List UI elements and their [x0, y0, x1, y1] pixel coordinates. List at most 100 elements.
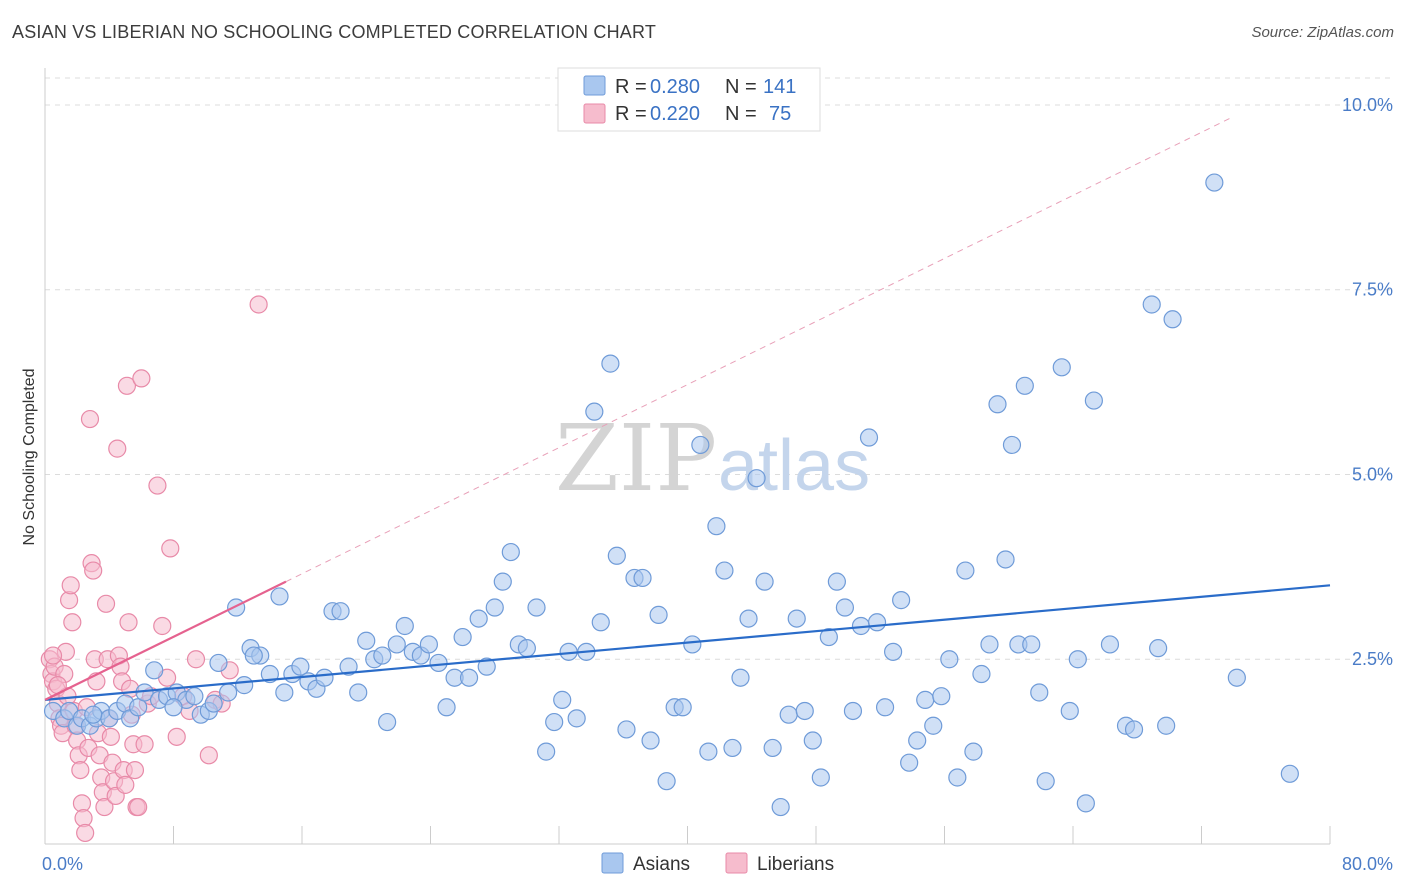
asian-point — [537, 742, 556, 761]
asian-point — [1227, 668, 1246, 687]
asian-point — [875, 698, 895, 717]
asian-point — [867, 613, 887, 632]
y-tick-label: 2.5% — [1352, 649, 1393, 669]
asian-point — [1015, 376, 1034, 395]
legend-asians-n-label: N = — [725, 76, 757, 98]
asian-point — [980, 635, 999, 654]
asian-point — [964, 742, 983, 761]
asian-point — [607, 546, 626, 565]
diagonal-reference-line — [285, 116, 1234, 583]
watermark-zip: ZIP — [555, 405, 717, 512]
liberian-trend-line — [44, 580, 287, 701]
asian-point — [1205, 173, 1224, 192]
asian-point — [1076, 794, 1095, 813]
asian-point — [617, 720, 636, 739]
asian-point — [657, 772, 676, 791]
x-tick-label-max: 80.0% — [1342, 854, 1393, 874]
asian-point — [331, 602, 350, 621]
asian-point — [972, 664, 991, 684]
asian-point — [373, 646, 392, 665]
asian-point — [260, 664, 279, 684]
asian-point — [1142, 295, 1161, 314]
asian-point — [591, 613, 610, 632]
asian-point — [763, 738, 782, 758]
asian-point — [315, 668, 334, 687]
asian-point — [459, 668, 479, 687]
liberian-point — [132, 369, 151, 388]
series-liberians — [40, 295, 268, 843]
liberian-point — [129, 797, 148, 817]
bottom-legend-swatch-liberians — [725, 852, 748, 874]
legend-swatch-liberians — [583, 103, 606, 124]
asian-point — [731, 668, 750, 687]
asian-point — [699, 742, 718, 761]
asian-point — [585, 402, 604, 421]
asian-point — [517, 639, 536, 658]
asian-point — [1052, 358, 1071, 377]
liberian-point — [116, 775, 135, 794]
asian-point — [553, 690, 572, 709]
liberian-point — [63, 613, 82, 632]
trend-lines — [44, 580, 1331, 701]
asian-point — [1124, 720, 1144, 739]
legend-liberians-n-value: 75 — [769, 103, 791, 125]
liberian-point — [61, 576, 80, 595]
y-tick-labels: 2.5% 5.0% 7.5% 10.0% — [1342, 95, 1393, 669]
liberian-point — [153, 616, 172, 636]
asian-point — [270, 587, 289, 606]
y-axis-label: No Schooling Completed — [21, 369, 38, 546]
asian-point — [601, 354, 620, 373]
bottom-legend-liberians: Liberians — [757, 854, 834, 875]
liberian-point — [119, 613, 138, 632]
asian-point — [527, 598, 546, 617]
asian-point — [429, 653, 448, 673]
legend-liberians-n-label: N = — [725, 103, 757, 125]
asian-point — [1084, 391, 1103, 410]
asian-point — [1280, 764, 1299, 783]
asian-point — [145, 661, 164, 680]
x-tick-label-min: 0.0% — [42, 854, 83, 874]
liberian-point — [101, 727, 120, 746]
asian-point — [378, 712, 397, 732]
liberian-point — [95, 797, 114, 817]
liberian-point — [117, 376, 137, 395]
liberian-point — [249, 295, 268, 314]
asian-point — [779, 705, 798, 724]
asian-point — [723, 738, 742, 758]
legend-swatch-asians — [583, 75, 606, 96]
asian-point — [641, 731, 660, 750]
asian-point — [567, 709, 586, 728]
asian-point — [1149, 639, 1168, 658]
liberian-point — [186, 650, 206, 669]
asian-point — [908, 731, 927, 750]
asian-point — [204, 694, 223, 713]
asian-point — [811, 768, 830, 787]
asian-point — [835, 598, 855, 617]
asian-point — [795, 701, 814, 721]
asian-point — [1100, 635, 1120, 654]
asian-point — [501, 542, 520, 562]
asian-point — [1036, 772, 1055, 791]
liberian-point — [76, 823, 95, 843]
chart-title: ASIAN VS LIBERIAN NO SCHOOLING COMPLETED… — [12, 22, 657, 42]
asian-point — [84, 705, 103, 724]
asian-point — [996, 550, 1015, 569]
asian-point — [755, 572, 774, 591]
y-tick-label: 7.5% — [1352, 280, 1393, 300]
asian-point — [956, 561, 975, 580]
asian-point — [747, 469, 766, 488]
asian-point — [739, 609, 758, 628]
asian-point — [1060, 701, 1079, 721]
asian-point — [940, 650, 959, 669]
legend-asians-n-value: 141 — [763, 76, 796, 98]
asian-point — [437, 698, 456, 717]
asian-point — [453, 627, 472, 647]
liberian-trend-extension — [285, 116, 1234, 583]
asian-point — [339, 657, 358, 676]
asian-point — [164, 698, 183, 717]
asian-point — [771, 797, 790, 817]
legend-liberians-r-label: R = — [615, 103, 647, 125]
asian-point — [633, 568, 652, 588]
asian-point — [1002, 435, 1022, 455]
